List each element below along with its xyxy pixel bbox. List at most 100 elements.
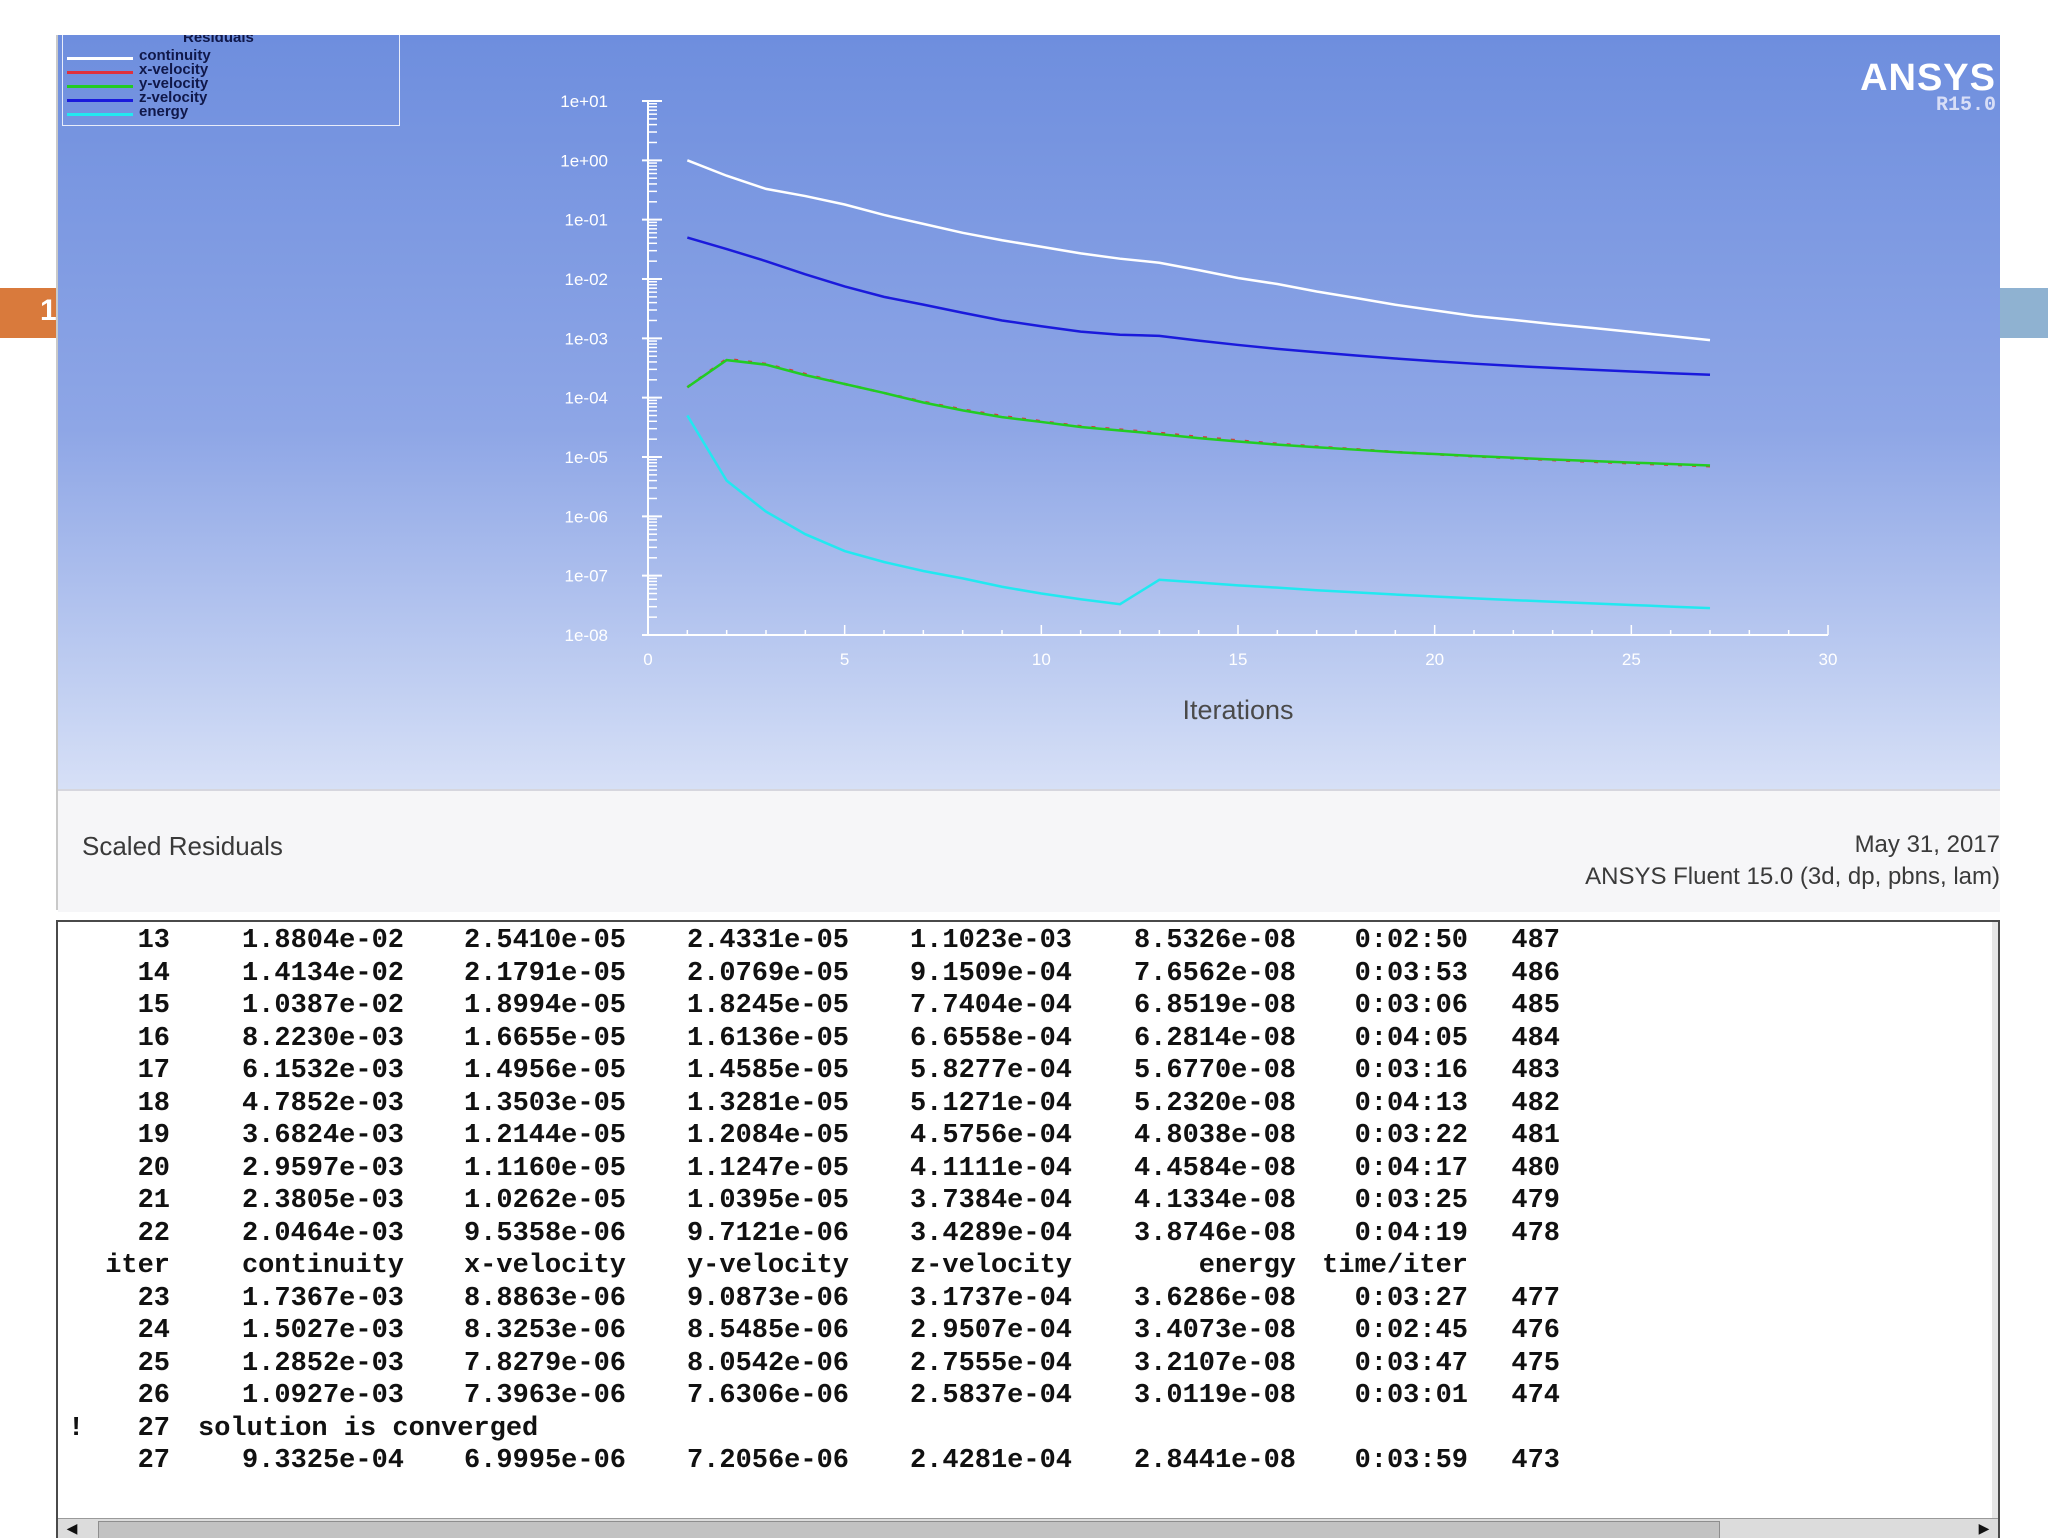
console-cell: 4.1334e-08 [1133,1186,1296,1216]
scroll-left-arrow-icon[interactable]: ◀ [66,1521,78,1537]
residuals-graphics-window: 1e+01 1e+00 1e-01 1e-02 1e-03 1e-04 1e-05 1e-06… [56,35,2000,912]
console-cell: 1.8994e-05 [463,991,626,1021]
console-cell: 485 [1511,991,1560,1021]
series-line-energy [686,414,1711,610]
console-cell: 2.8441e-08 [1133,1446,1296,1476]
console-cell: 0:03:27 [1354,1283,1468,1314]
horizontal-scrollbar[interactable]: ◀ ▶ [58,1518,1998,1538]
console-cell: 2.9507e-04 [909,1316,1072,1346]
console-cell: 480 [1511,1153,1560,1184]
console-row: 16 8.2230e-03 1.6655e-05 1.6136e-05 6.6558e-… [58,1024,1958,1056]
series-line-y-velocity [686,358,1711,467]
console-cell: 9.1509e-04 [909,958,1072,989]
console-cell: continuity [241,1251,404,1281]
console-cell: 26 [137,1381,170,1411]
console-window[interactable]: 13 1.8804e-02 2.5410e-05 2.4331e-05 1.1023e-… [56,920,2000,1538]
console-cell: 482 [1511,1088,1560,1119]
console-cell: 1.4956e-05 [463,1056,626,1086]
console-cell: 4.1111e-04 [909,1153,1072,1184]
console-cell: 486 [1511,958,1560,989]
console-cell: 1.8804e-02 [241,926,404,956]
console-cell: 1.6136e-05 [686,1023,849,1054]
legend-item-z-velocity: z-velocity [67,89,387,106]
console-cell: 1.2852e-03 [241,1348,404,1379]
console-cell: 2.7555e-04 [909,1348,1072,1379]
console-cell: 7.6306e-06 [686,1381,849,1411]
residuals-chart: 1e+01 1e+00 1e-01 1e-02 1e-03 1e-04 1e-05 1e-06… [560,92,1838,725]
console-cell: 3.7384e-04 [909,1186,1072,1216]
console-cell: 0:03:16 [1354,1056,1468,1086]
console-cell: 484 [1511,1023,1560,1054]
console-cell: 2.5410e-05 [463,926,626,956]
legend-swatch [67,57,133,60]
console-cell: 1.6655e-05 [463,1023,626,1054]
vertical-scrollbar[interactable] [1992,922,1998,1518]
console-cell: 478 [1511,1218,1560,1249]
console-cell: 27 [137,1413,170,1444]
console-row: iter continuity x-velocity y-velocity z-velo… [58,1251,1958,1283]
console-cell: 25 [137,1348,170,1379]
scrollbar-thumb[interactable] [98,1521,1720,1538]
console-cell: 8.3253e-06 [463,1316,626,1346]
plot-date: May 31, 2017 [1854,831,2000,858]
legend-item-energy: energy [67,103,387,120]
console-cell: 0:03:01 [1354,1381,1468,1411]
console-cell: 3.1737e-04 [909,1283,1072,1314]
console-cell: 1.0262e-05 [463,1186,626,1216]
console-cell: 0:04:19 [1354,1218,1468,1249]
console-cell: 1.0395e-05 [686,1186,849,1216]
console-cell: 24 [137,1316,170,1346]
console-cell: solution is converged [198,1413,539,1444]
y-tick-label: 1e-05 [565,448,608,467]
ansys-logo-text: ANSYS [1860,57,1996,99]
console-cell: 27 [137,1446,170,1476]
console-cell: 1.0927e-03 [241,1381,404,1411]
console-cell: 474 [1511,1381,1560,1411]
console-cell: 2.4281e-04 [909,1446,1072,1476]
legend-swatch [67,71,133,74]
console-cell: 3.0119e-08 [1133,1381,1296,1411]
legend-label: z-velocity [139,89,208,106]
console-row: 18 4.7852e-03 1.3503e-05 1.3281e-05 5.1271e-… [58,1089,1958,1121]
x-tick-label: 20 [1425,650,1444,669]
console-cell: 6.8519e-08 [1133,991,1296,1021]
console-cell: 1.4134e-02 [241,958,404,989]
console-cell: 487 [1511,926,1560,956]
legend-item-y-velocity: y-velocity [67,75,387,92]
console-cell: 481 [1511,1121,1560,1151]
console-row: 25 1.2852e-03 7.8279e-06 8.0542e-06 2.7555e-… [58,1349,1958,1381]
console-cell: 15 [137,991,170,1021]
console-row: 20 2.9597e-03 1.1160e-05 1.1247e-05 4.1111e-… [58,1154,1958,1186]
console-cell: 6.9995e-06 [463,1446,626,1476]
x-tick-label: 5 [840,650,849,669]
console-cell: 1.7367e-03 [241,1283,404,1314]
console-cell: 2.9597e-03 [241,1153,404,1184]
console-row: 27 9.3325e-04 6.9995e-06 7.2056e-06 2.4281e-… [58,1446,1958,1478]
legend-label: y-velocity [139,75,209,92]
console-cell: 0:02:45 [1354,1316,1468,1346]
console-cell: 9.5358e-06 [463,1218,626,1249]
y-tick-label: 1e-06 [565,507,608,526]
legend-label: x-velocity [139,61,209,78]
legend-swatch [67,99,133,102]
console-cell: 8.8863e-06 [463,1283,626,1314]
scroll-right-arrow-icon[interactable]: ▶ [1978,1521,1990,1537]
console-cell: z-velocity [909,1251,1072,1281]
console-cell: 0:03:06 [1354,991,1468,1021]
legend-label: energy [139,103,189,120]
series-line-x-velocity [686,357,1711,468]
console-cell: 4.5756e-04 [909,1121,1072,1151]
console-cell: 20 [137,1153,170,1184]
console-cell: 14 [137,958,170,989]
plot-product-info: ANSYS Fluent 15.0 (3d, dp, pbns, lam) [1585,863,2000,890]
console-cell: 479 [1511,1186,1560,1216]
x-tick-label: 30 [1819,650,1838,669]
console-row: 15 1.0387e-02 1.8994e-05 1.8245e-05 7.7404e-… [58,991,1958,1023]
slide-accent-bar-right [1998,288,2048,338]
console-cell: 5.8277e-04 [909,1056,1072,1086]
console-cell: 9.0873e-06 [686,1283,849,1314]
slide-accent-bar-left [0,288,56,338]
legend-item-x-velocity: x-velocity [67,61,387,78]
console-cell: 21 [137,1186,170,1216]
console-cell: 4.4584e-08 [1133,1153,1296,1184]
